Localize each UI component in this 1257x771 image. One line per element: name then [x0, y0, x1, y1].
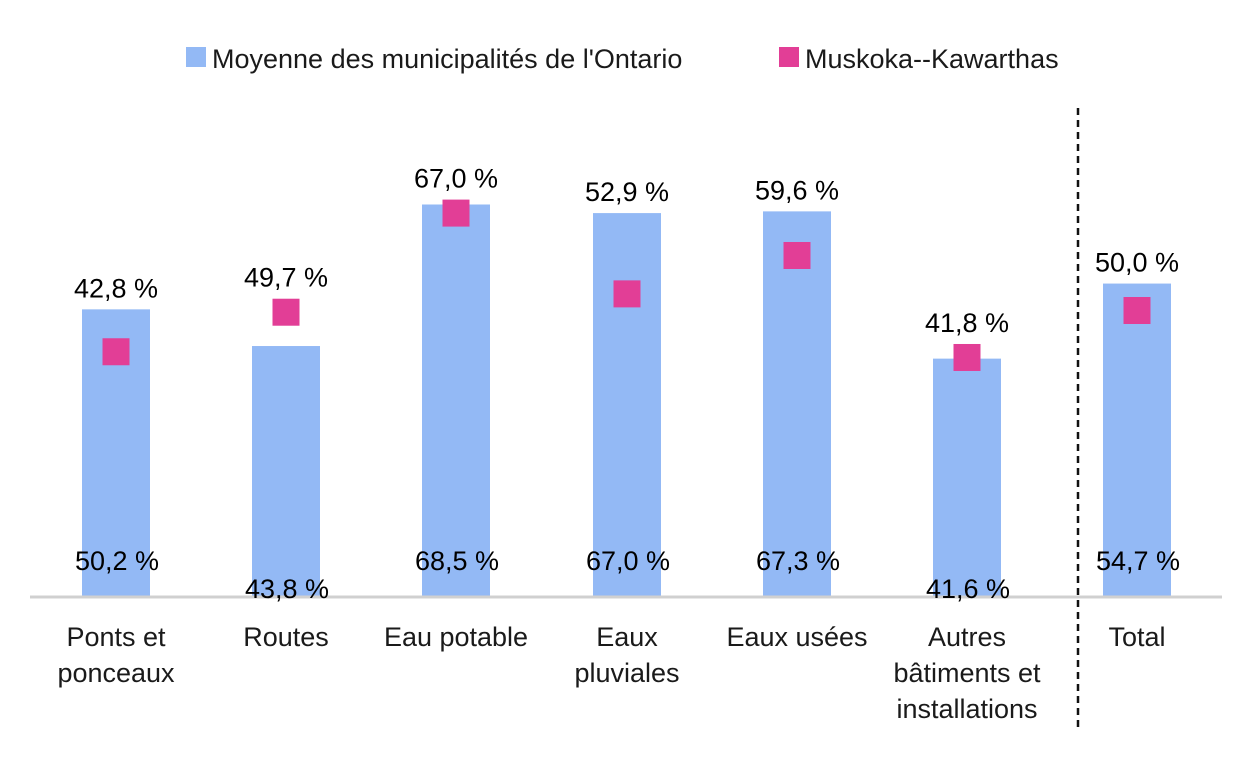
category-label: ponceaux [57, 658, 175, 688]
legend-swatch-ontario [186, 47, 206, 67]
bar-ontario [1103, 283, 1171, 597]
value-label-ontario: 68,5 % [415, 546, 499, 576]
bar-ontario [593, 213, 661, 597]
value-label-ontario: 67,3 % [756, 546, 840, 576]
category-label: Ponts et [66, 622, 166, 652]
value-label-riding: 67,0 % [414, 164, 498, 194]
bar-ontario [252, 346, 320, 597]
marker-riding [442, 199, 470, 227]
bar-ontario [422, 204, 490, 597]
value-label-riding: 41,8 % [925, 308, 1009, 338]
category-label: bâtiments et [893, 658, 1041, 688]
value-label-riding: 49,7 % [244, 263, 328, 293]
value-label-ontario: 41,6 % [926, 574, 1010, 604]
plot-area: 42,8 % 50,2 % Ponts et ponceaux 49,7 % 43,8 %… [30, 108, 1222, 728]
legend-label-ontario: Moyenne des municipalités de l'Ontario [212, 44, 682, 74]
value-label-ontario: 54,7 % [1096, 546, 1180, 576]
category-label: Total [1108, 622, 1165, 652]
value-label-riding: 50,0 % [1095, 248, 1179, 278]
value-label-riding: 59,6 % [755, 175, 839, 205]
value-label-riding: 42,8 % [74, 273, 158, 303]
category-label: Autres [928, 622, 1006, 652]
value-label-ontario: 67,0 % [586, 546, 670, 576]
value-label-ontario: 50,2 % [75, 546, 159, 576]
category-label: Eaux [596, 622, 658, 652]
legend-swatch-riding [779, 47, 799, 67]
marker-riding [102, 338, 130, 366]
marker-riding [783, 241, 811, 269]
category-label: Routes [243, 622, 329, 652]
marker-riding [613, 280, 641, 308]
category-label: Eau potable [384, 622, 528, 652]
marker-riding [272, 298, 300, 326]
value-label-riding: 52,9 % [585, 177, 669, 207]
category-label: Eaux usées [726, 622, 867, 652]
category-label: installations [896, 694, 1037, 724]
bar-ontario [763, 211, 831, 597]
legend: Moyenne des municipalités de l'Ontario M… [186, 44, 1059, 74]
marker-riding [953, 343, 981, 371]
marker-riding [1123, 297, 1151, 324]
value-label-ontario: 43,8 % [245, 574, 329, 604]
bar-ontario [933, 358, 1001, 597]
legend-label-riding: Muskoka--Kawarthas [805, 44, 1059, 74]
category-label: pluviales [574, 658, 679, 688]
